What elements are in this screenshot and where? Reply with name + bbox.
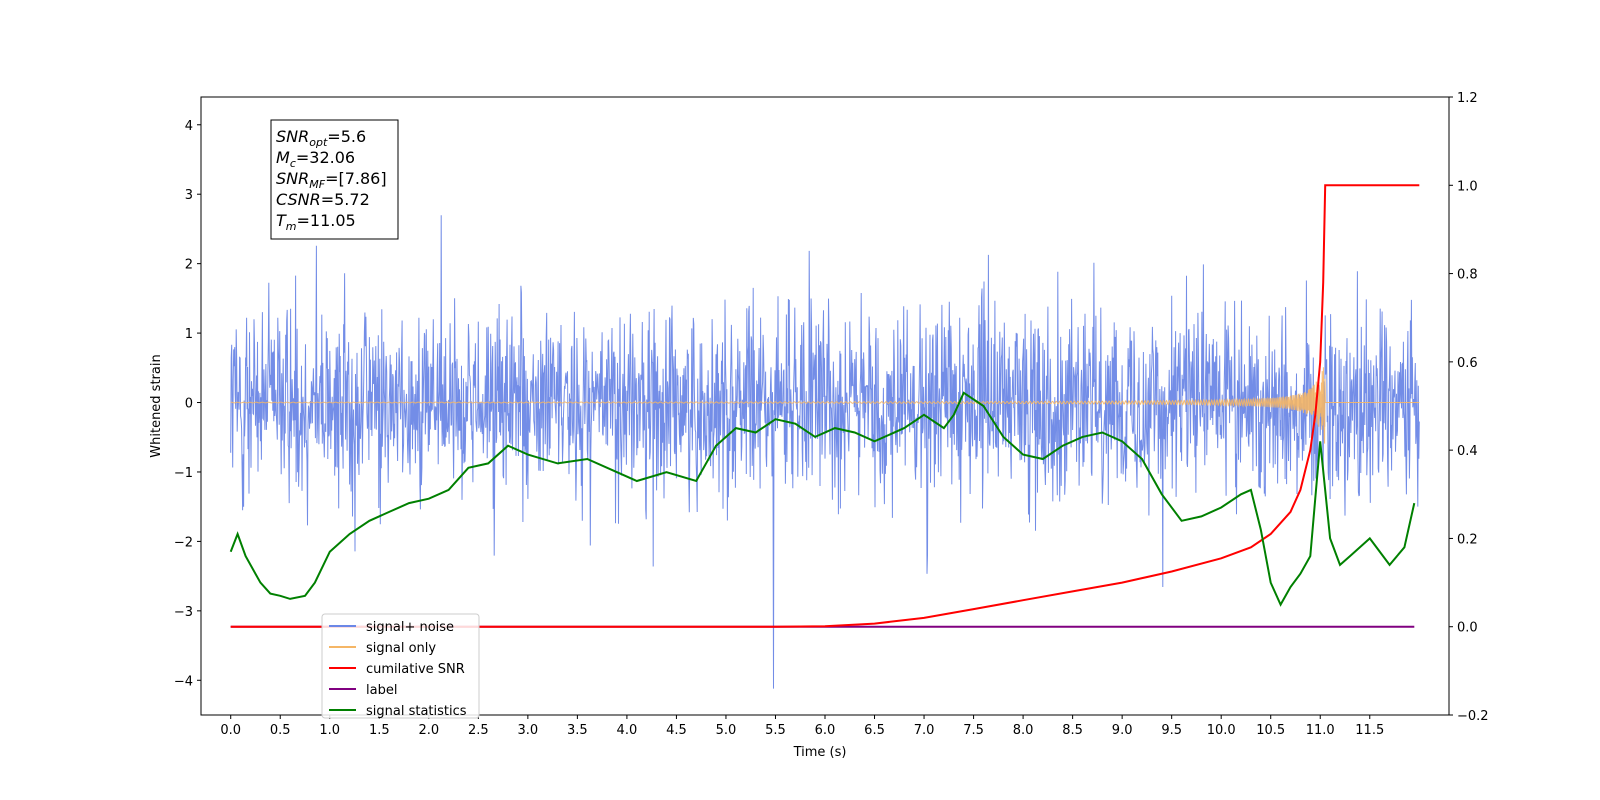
x-tick-label: 9.5 <box>1161 723 1182 738</box>
info-value: =32.06 <box>296 148 355 167</box>
x-tick-label: 7.0 <box>914 723 935 738</box>
x-tick-label: 8.0 <box>1013 723 1034 738</box>
x-tick-label: 11.0 <box>1306 723 1335 738</box>
x-tick-label: 10.0 <box>1207 723 1236 738</box>
x-tick-label: 11.5 <box>1355 723 1384 738</box>
info-symbol: CSNR <box>276 190 321 209</box>
y2-tick-label: 1.0 <box>1457 179 1478 194</box>
y-tick-label: −4 <box>174 674 193 689</box>
info-line: CSNR=5.72 <box>276 190 370 209</box>
y2-tick-label: 0.4 <box>1457 444 1478 459</box>
y-tick-label: −3 <box>174 605 193 620</box>
y2-tick-label: −0.2 <box>1457 709 1489 724</box>
legend-label: signal statistics <box>366 704 467 719</box>
x-tick-label: 6.0 <box>815 723 836 738</box>
y2-tick-label: 1.2 <box>1457 91 1478 106</box>
x-tick-label: 1.0 <box>319 723 340 738</box>
series-signal-noise <box>230 215 1420 689</box>
legend: signal+ noise signal only cumilative SNR la… <box>321 613 480 719</box>
info-subscript: c <box>290 157 296 170</box>
info-value: =5.6 <box>327 127 366 146</box>
x-axis-label: Time (s) <box>793 745 847 760</box>
y-tick-label: 3 <box>185 188 193 203</box>
x-tick-label: 5.0 <box>716 723 737 738</box>
legend-label: signal only <box>366 641 436 656</box>
info-symbol: T <box>276 211 287 230</box>
legend-label: label <box>366 683 397 698</box>
x-axis: 0.0 0.5 1.0 1.5 2.0 2.5 3.0 3.5 4.0 4.5 5.0 5.5 6.0 6… <box>220 715 1384 738</box>
series-signal-only <box>230 367 1420 444</box>
series-cumulative-snr <box>230 184 1420 628</box>
snr-info-box: SNRopt=5.6Mc=32.06SNRMF=[7.86]CSNR=5.72T… <box>270 119 399 240</box>
x-tick-label: 10.5 <box>1256 723 1285 738</box>
info-subscript: opt <box>309 136 328 149</box>
info-line: SNRopt=5.6 <box>276 127 366 149</box>
info-subscript: m <box>286 220 297 233</box>
legend-label: cumilative SNR <box>366 662 465 677</box>
y-tick-label: 1 <box>185 327 193 342</box>
x-tick-label: 0.0 <box>220 723 241 738</box>
x-tick-label: 4.5 <box>666 723 687 738</box>
info-symbol: SNR <box>276 127 309 146</box>
x-tick-label: 5.5 <box>765 723 786 738</box>
y-axis-label: Whitened strain <box>149 354 164 457</box>
x-tick-label: 9.0 <box>1112 723 1133 738</box>
info-symbol: M <box>276 148 290 167</box>
y-tick-label: 0 <box>185 397 193 412</box>
legend-label: signal+ noise <box>366 620 454 635</box>
info-line: SNRMF=[7.86] <box>276 169 387 191</box>
y-tick-label: 4 <box>185 119 193 134</box>
x-tick-label: 3.5 <box>567 723 588 738</box>
y-axis-left: 4 3 2 1 0 −1 −2 −3 −4 <box>174 119 201 689</box>
info-value: =[7.86] <box>325 169 387 188</box>
legend-frame <box>321 613 480 719</box>
y-tick-label: −1 <box>174 466 193 481</box>
info-value: =11.05 <box>297 211 356 230</box>
x-tick-label: 4.0 <box>617 723 638 738</box>
y-axis-right: 1.2 1.0 0.8 0.6 0.4 0.2 0.0 −0.2 <box>1449 91 1489 724</box>
info-box-frame <box>270 119 399 240</box>
x-tick-label: 8.5 <box>1062 723 1083 738</box>
x-tick-label: 0.5 <box>270 723 291 738</box>
x-tick-label: 3.0 <box>518 723 539 738</box>
y2-tick-label: 0.8 <box>1457 268 1478 283</box>
x-tick-label: 6.5 <box>864 723 885 738</box>
info-value: =5.72 <box>321 190 370 209</box>
y2-tick-label: 0.6 <box>1457 356 1478 371</box>
info-line: Mc=32.06 <box>276 148 355 170</box>
x-tick-label: 1.5 <box>369 723 390 738</box>
info-subscript: MF <box>309 178 325 191</box>
x-tick-label: 2.0 <box>418 723 439 738</box>
y2-tick-label: 0.0 <box>1457 621 1478 636</box>
x-tick-label: 2.5 <box>468 723 489 738</box>
y-tick-label: −2 <box>174 535 193 550</box>
y-tick-label: 2 <box>185 258 193 273</box>
y2-tick-label: 0.2 <box>1457 532 1478 547</box>
info-symbol: SNR <box>276 169 309 188</box>
info-line: Tm=11.05 <box>276 211 356 233</box>
x-tick-label: 7.5 <box>963 723 984 738</box>
series-signal-statistics <box>229 391 1416 607</box>
